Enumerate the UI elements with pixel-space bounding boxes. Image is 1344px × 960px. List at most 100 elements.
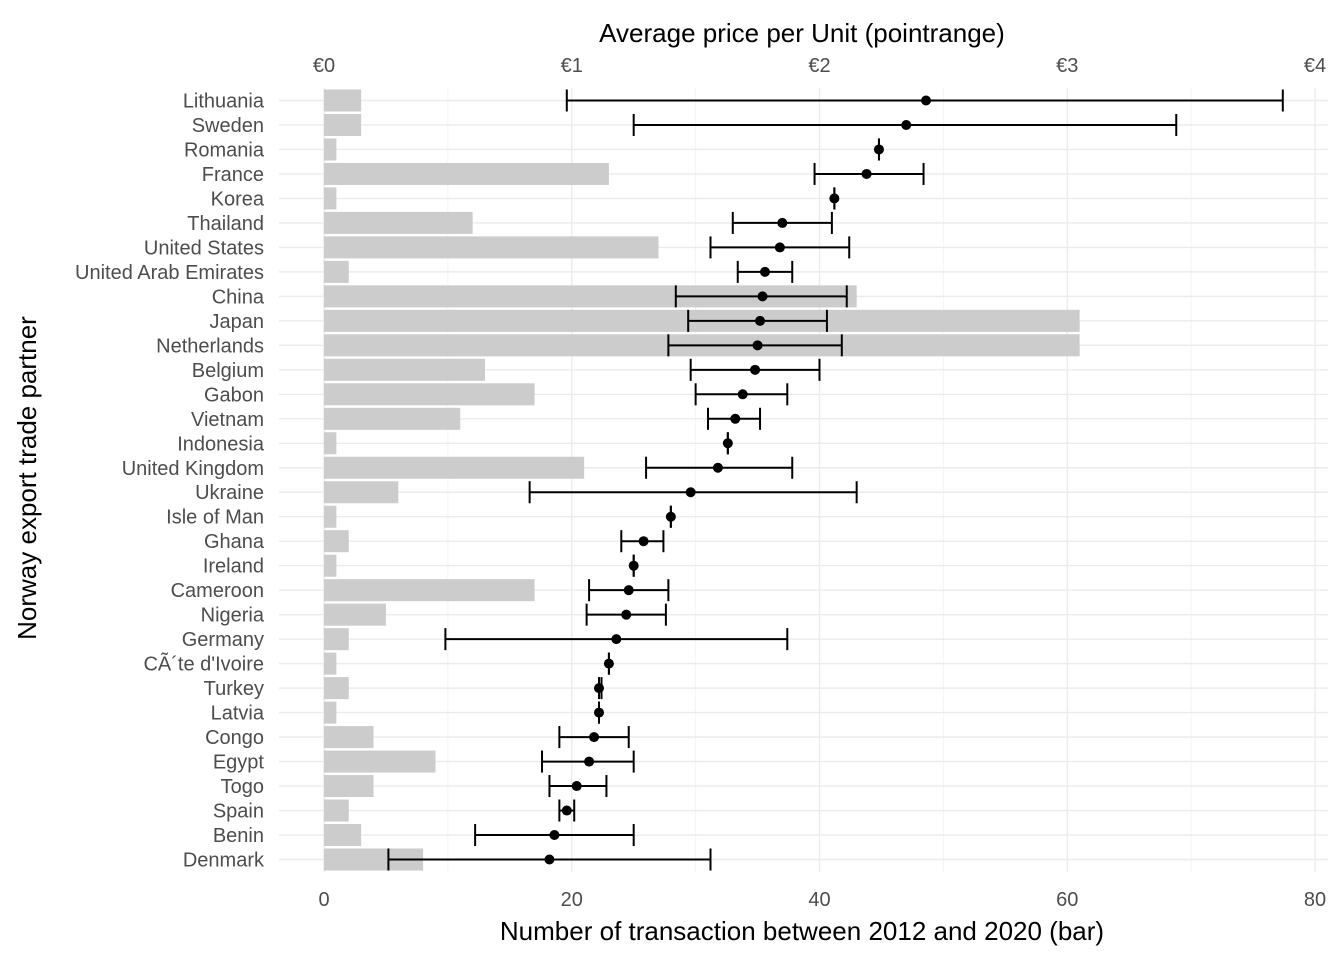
- price-point: [755, 315, 766, 326]
- x-top-tick-label: €2: [808, 55, 830, 77]
- price-point: [829, 193, 840, 204]
- price-point: [901, 119, 912, 130]
- pointrange-china: [674, 285, 848, 308]
- y-tick-label: Vietnam: [191, 409, 264, 431]
- price-point: [623, 585, 634, 596]
- y-tick-label: Ukraine: [195, 482, 264, 504]
- y-tick-label: Ghana: [204, 531, 265, 553]
- bar-congo: [324, 726, 374, 749]
- price-point: [730, 413, 741, 424]
- pointrange-korea: [829, 187, 840, 210]
- pointrange-vietnam: [707, 407, 762, 430]
- bar-thailand: [324, 211, 473, 234]
- x-top-tick-label: €4: [1304, 55, 1326, 77]
- price-point: [712, 462, 723, 473]
- bar-egypt: [324, 750, 436, 773]
- price-point: [750, 364, 761, 375]
- bar-korea: [324, 187, 337, 210]
- y-tick-label: Korea: [211, 188, 265, 210]
- bar-cameroon: [324, 579, 535, 602]
- y-tick-label: Denmark: [183, 850, 265, 872]
- pointrange-belgium: [689, 358, 821, 381]
- y-tick-label: Germany: [182, 629, 264, 651]
- pointrange-thailand: [731, 211, 833, 234]
- price-point: [621, 609, 632, 620]
- bar-gabon: [324, 383, 535, 406]
- pointrange-latvia: [594, 701, 605, 724]
- bar-france: [324, 162, 609, 185]
- price-point: [722, 438, 733, 449]
- price-point: [737, 389, 748, 400]
- bar-ukraine: [324, 481, 399, 504]
- x-top-tick-label: €1: [561, 55, 583, 77]
- pointrange-congo: [558, 726, 630, 749]
- price-point: [757, 291, 768, 302]
- y-tick-label: Thailand: [187, 213, 264, 235]
- pointrange-turkey: [594, 677, 605, 700]
- price-point: [594, 683, 605, 694]
- y-tick-label: Latvia: [211, 703, 265, 725]
- y-tick-label: Togo: [221, 776, 264, 798]
- y-tick-label: Netherlands: [156, 335, 264, 357]
- y-tick-label: Ireland: [203, 556, 264, 578]
- bar-united-kingdom: [324, 456, 585, 479]
- bar-isle-of-man: [324, 505, 337, 528]
- price-point: [685, 487, 696, 498]
- pointrange-isle-of-man: [665, 505, 676, 528]
- pointrange-netherlands: [667, 334, 843, 357]
- price-point: [571, 781, 582, 792]
- price-point: [759, 266, 770, 277]
- y-tick-label: Gabon: [204, 384, 264, 406]
- x-bottom-tick-label: 20: [561, 889, 583, 911]
- price-point: [611, 634, 622, 645]
- pointrange-ireland: [628, 554, 639, 577]
- price-point: [873, 144, 884, 155]
- pointrange-united-states: [709, 236, 851, 259]
- bar-ghana: [324, 530, 349, 553]
- bar-china: [324, 285, 857, 308]
- pointrange-nigeria: [585, 603, 667, 626]
- price-point: [665, 511, 676, 522]
- pointrange-denmark: [387, 848, 712, 871]
- x-bottom-axis-title: Number of transaction between 2012 and 2…: [500, 916, 1104, 946]
- price-point: [638, 536, 649, 547]
- bar-c-te-d-ivoire: [324, 652, 337, 675]
- pointrange-c-te-d-ivoire: [603, 652, 614, 675]
- price-point: [584, 756, 595, 767]
- pointrange-ukraine: [528, 481, 858, 504]
- bar-united-states: [324, 236, 659, 259]
- bar-benin: [324, 823, 362, 847]
- pointrange-egypt: [541, 750, 635, 773]
- price-point: [752, 340, 763, 351]
- pointrange-lithuania: [565, 89, 1284, 112]
- grid-lines: [279, 88, 1328, 872]
- pointrange-ghana: [620, 530, 665, 553]
- pointrange-spain: [558, 799, 576, 822]
- y-tick-label: United Kingdom: [122, 458, 264, 480]
- bar-spain: [324, 799, 349, 822]
- y-tick-label: Sweden: [192, 115, 264, 137]
- pointrange-france: [813, 162, 925, 185]
- y-tick-label: United States: [144, 237, 264, 259]
- x-top-tick-label: €0: [313, 55, 335, 77]
- y-tick-label: Lithuania: [183, 91, 265, 113]
- y-tick-label: China: [212, 286, 265, 308]
- x-bottom-tick-label: 80: [1304, 889, 1326, 911]
- bar-germany: [324, 628, 349, 651]
- pointrange-togo: [548, 775, 608, 798]
- y-tick-label: United Arab Emirates: [75, 262, 264, 284]
- pointrange-indonesia: [722, 432, 733, 455]
- y-tick-label: France: [202, 164, 264, 186]
- price-point: [603, 658, 614, 669]
- y-tick-label: Benin: [213, 825, 264, 847]
- y-tick-label: Congo: [205, 727, 264, 749]
- bar-nigeria: [324, 603, 386, 626]
- x-top-tick-labels: €0 €1 €2 €3 €4: [313, 55, 1326, 77]
- x-top-axis-title: Average price per Unit (pointrange): [599, 18, 1005, 48]
- price-point: [777, 217, 788, 228]
- y-tick-label: Nigeria: [201, 605, 265, 627]
- bar-series: [324, 89, 1080, 871]
- bar-belgium: [324, 358, 486, 381]
- y-tick-label: Isle of Man: [166, 507, 264, 529]
